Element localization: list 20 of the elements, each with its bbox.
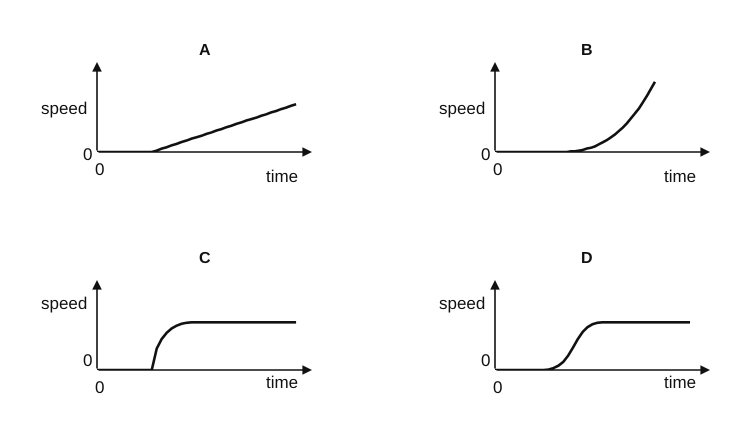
- x-axis-title: time: [266, 373, 298, 392]
- chart-title: A: [199, 42, 211, 59]
- text: 0: [493, 378, 502, 397]
- text: 0: [95, 378, 104, 397]
- text: 0: [481, 145, 490, 164]
- x-axis-title: time: [664, 373, 696, 392]
- text: 0: [83, 145, 92, 164]
- chart-title: C: [199, 250, 211, 267]
- chart-title: B: [581, 42, 593, 59]
- x-axis-title: time: [266, 167, 298, 186]
- x-axis-title: time: [664, 167, 696, 186]
- y-axis-title: speed: [439, 294, 486, 313]
- text: 0: [493, 160, 502, 179]
- chart-title: D: [581, 250, 593, 267]
- text: 0: [95, 160, 104, 179]
- y-axis-title: speed: [41, 99, 88, 118]
- text: 0: [481, 351, 490, 370]
- y-axis-title: speed: [439, 99, 486, 118]
- text: 0: [83, 351, 92, 370]
- y-axis-title: speed: [41, 294, 88, 313]
